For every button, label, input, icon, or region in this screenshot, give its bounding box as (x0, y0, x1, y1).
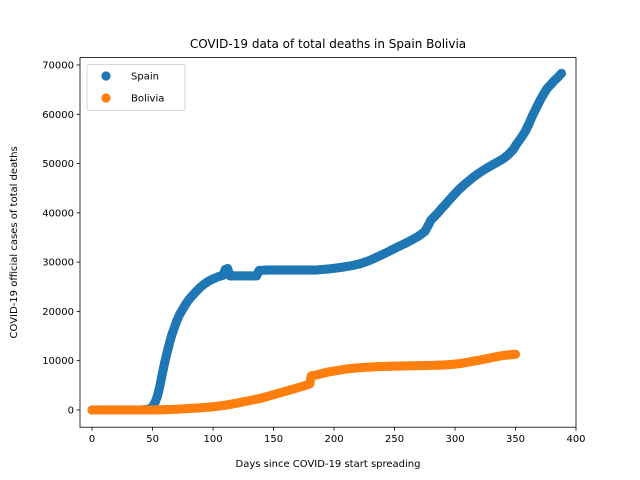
legend-marker-bolivia (101, 93, 111, 103)
legend-label-bolivia: Bolivia (131, 94, 164, 105)
x-tick-label: 250 (385, 434, 404, 445)
x-tick-label: 50 (146, 434, 159, 445)
x-tick-label: 0 (89, 434, 95, 445)
x-tick-label: 200 (325, 434, 344, 445)
y-tick-label: 70000 (42, 60, 74, 71)
legend: Spain Bolivia (86, 64, 186, 111)
x-tick-label: 150 (264, 434, 283, 445)
data-layer (87, 68, 567, 415)
ticks-layer: 0 50 100 150 200 250 300 350 400 0 10000 20000 30000… (42, 60, 585, 445)
data-point (556, 68, 567, 78)
y-tick-label: 20000 (42, 307, 74, 318)
data-point (510, 349, 521, 359)
y-tick-label: 60000 (42, 110, 74, 121)
plot-frame (79, 57, 577, 428)
y-tick-label: 50000 (42, 159, 74, 170)
series-spain (87, 68, 567, 415)
x-tick-label: 300 (445, 434, 464, 445)
y-tick-label: 0 (68, 405, 74, 416)
series-bolivia (87, 349, 521, 415)
legend-label-spain: Spain (131, 72, 159, 83)
x-axis-label: Days since COVID-19 start spreading (236, 459, 421, 470)
x-tick-label: 400 (566, 434, 585, 445)
legend-marker-spain (101, 71, 111, 81)
y-axis-label: COVID-19 official cases of total deaths (9, 146, 20, 338)
y-tick-label: 10000 (42, 356, 74, 367)
y-tick-label: 30000 (42, 258, 74, 269)
x-tick-label: 350 (506, 434, 525, 445)
x-tick-label: 100 (204, 434, 223, 445)
y-tick-label: 40000 (42, 208, 74, 219)
chart-title: COVID-19 data of total deaths in Spain B… (190, 37, 466, 51)
legend-frame (86, 64, 186, 111)
